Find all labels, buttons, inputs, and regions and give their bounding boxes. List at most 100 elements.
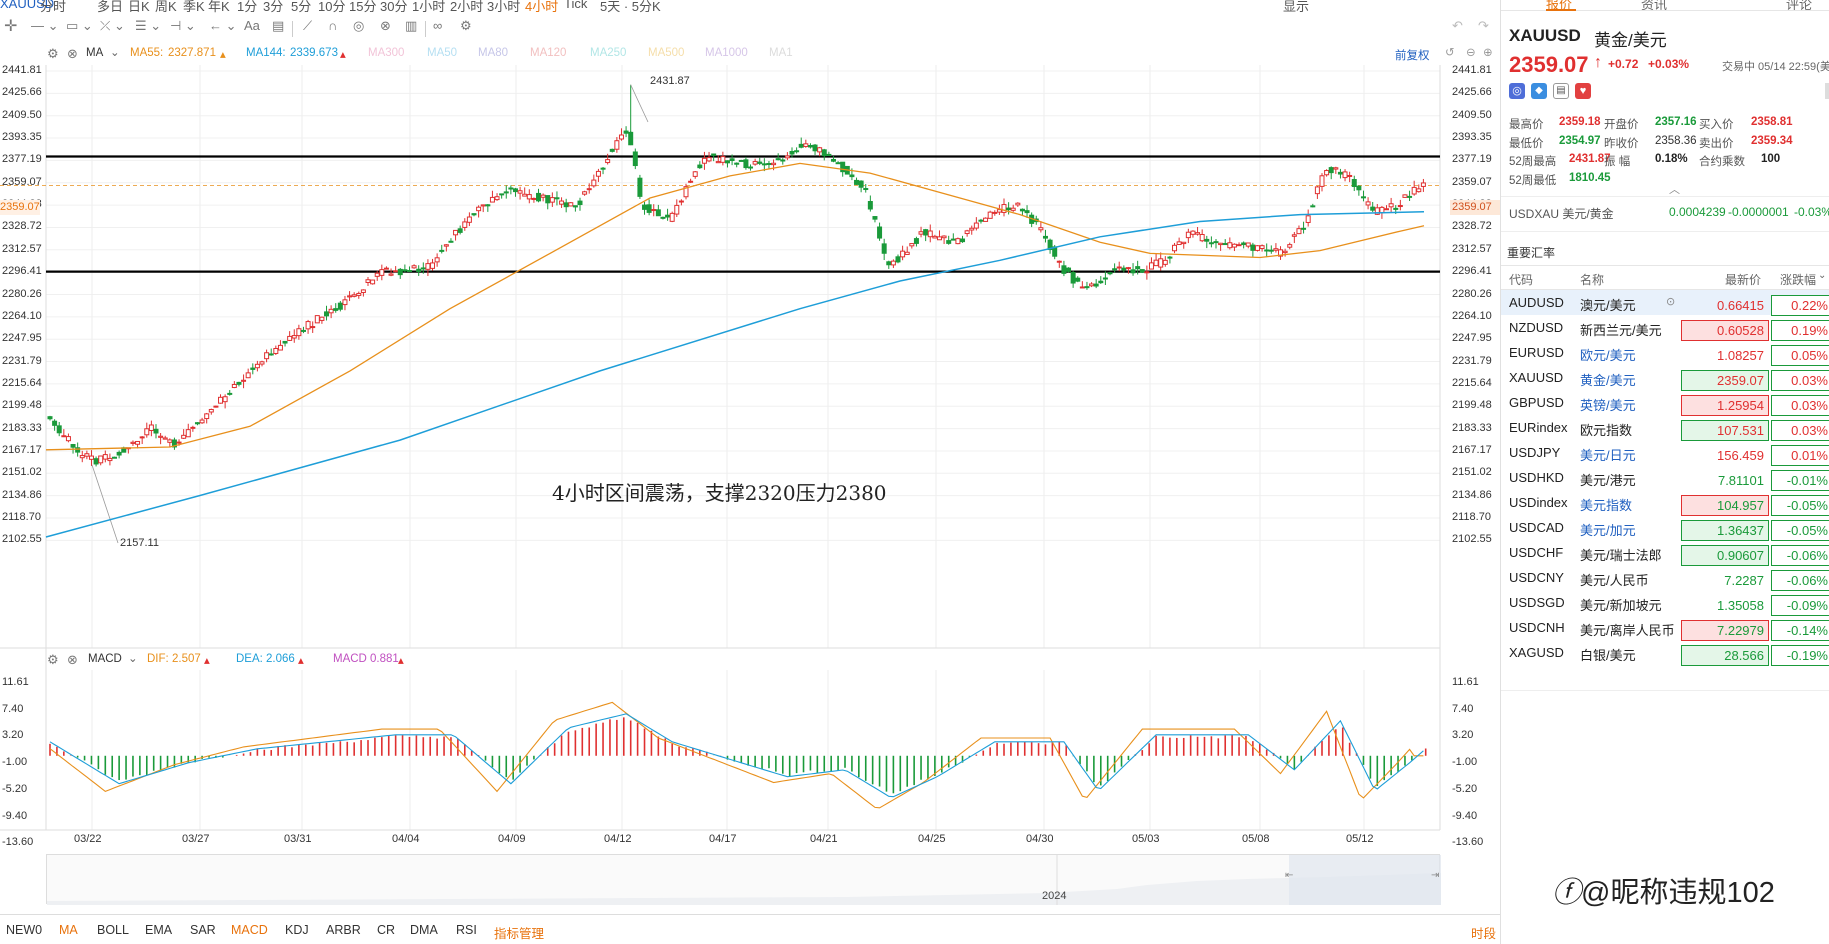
maximize-icon[interactable]: ⊕ (1483, 47, 1493, 59)
header-code[interactable]: 代码 (1509, 273, 1534, 287)
chevron-down-icon[interactable]: ⌄ (110, 47, 120, 59)
period-quarter[interactable]: 季K (183, 0, 205, 14)
target-icon[interactable]: ⊙ (1666, 296, 1676, 308)
watchlist-row[interactable]: XAGUSD 白银/美元 28.566 -0.19% (1501, 640, 1829, 666)
nav-handle-right-icon[interactable]: ⇥ (1431, 870, 1440, 881)
tab-arbr[interactable]: ARBR (326, 923, 361, 937)
period-year[interactable]: 年K (208, 0, 230, 14)
nav-handle-left-icon[interactable]: ⇤ (1285, 870, 1294, 881)
period-2h[interactable]: 2小时 (450, 0, 484, 14)
settings-gear-icon[interactable]: ⚙ (47, 652, 59, 667)
tab-sar[interactable]: SAR (190, 923, 216, 937)
time-navigator[interactable]: 2024 ⇤ ⇥ (46, 854, 1441, 905)
period-3m[interactable]: 3分 (263, 0, 284, 14)
period-15m[interactable]: 15分 (349, 0, 377, 14)
period-1m[interactable]: 1分 (237, 0, 258, 14)
globe-icon[interactable]: ◎ (1509, 83, 1525, 99)
eye-icon[interactable]: ◎ (353, 18, 365, 33)
watchlist-row[interactable]: NZDUSD 新西兰元/美元 0.60528 0.19% (1501, 315, 1829, 341)
collapse-up-icon[interactable]: ︿ (1669, 184, 1680, 196)
tab-comments[interactable]: 评论 (1786, 0, 1813, 12)
indicator-manage-button[interactable]: 指标管理 (494, 927, 545, 941)
watchlist-row[interactable]: USDCNY 美元/人民币 7.2287 -0.06% (1501, 565, 1829, 591)
header-name[interactable]: 名称 (1580, 273, 1605, 287)
analysis-note[interactable]: 4小时区间震荡，支撑2320压力2380 (552, 481, 887, 505)
crosshair-icon[interactable]: ✛ (4, 18, 18, 35)
close-circle-icon[interactable]: ⊗ (67, 652, 78, 667)
measure-icon[interactable]: ⊣ ⌄ (170, 18, 196, 33)
tab-ma[interactable]: MA (59, 923, 78, 937)
tab-cr[interactable]: CR (377, 923, 396, 937)
header-change[interactable]: 涨跌幅 (1780, 273, 1817, 287)
watchlist-row[interactable]: USDCAD 美元/加元 1.36437 -0.05% (1501, 515, 1829, 541)
comment-icon[interactable]: ▤ (272, 18, 285, 33)
period-week[interactable]: 周K (155, 0, 177, 14)
reset-icon[interactable]: ↺ (1445, 47, 1455, 59)
minimize-icon[interactable]: ⊖ (1466, 47, 1476, 59)
watchlist-row[interactable]: USDCHF 美元/瑞士法郎 0.90607 -0.06% (1501, 540, 1829, 566)
watchlist-row[interactable]: USDindex 美元指数 104.957 -0.05% (1501, 490, 1829, 516)
note-icon[interactable]: ▤ (1553, 83, 1569, 99)
watchlist-row[interactable]: EURindex 欧元指数 107.531 0.03% (1501, 415, 1829, 441)
period-5day[interactable]: 5天 · 5分K (600, 0, 661, 14)
fib-icon[interactable]: ⤫ ⌄ (100, 18, 125, 33)
watchlist-row[interactable]: USDJPY 美元/日元 156.459 0.01% (1501, 440, 1829, 466)
scroll-handle-icon[interactable] (1825, 83, 1829, 99)
pen-icon[interactable]: ⟋ (303, 18, 313, 33)
watchlist-row[interactable]: EURUSD 欧元/美元 1.08257 0.05% (1501, 340, 1829, 366)
period-5m[interactable]: 5分 (291, 0, 312, 14)
sort-icon[interactable]: ⌄ (1818, 270, 1827, 281)
symbol-tab[interactable]: XAUUSD (0, 0, 55, 11)
period-4h[interactable]: 4小时 (525, 0, 559, 14)
period-10m[interactable]: 10分 (318, 0, 346, 14)
tab-dma[interactable]: DMA (410, 923, 438, 937)
watchlist-row[interactable]: USDSGD 美元/新加坡元 1.35058 -0.09% (1501, 590, 1829, 616)
period-multiday[interactable]: 多日 (97, 0, 124, 14)
arrow-icon[interactable]: ← ⌄ (209, 18, 237, 33)
period-3h[interactable]: 3小时 (487, 0, 521, 14)
chevron-down-icon[interactable]: ⌄ (128, 653, 138, 665)
trash-icon[interactable]: ▥ (405, 18, 418, 33)
macd-label[interactable]: MACD (88, 653, 122, 665)
lock-icon[interactable]: ⊗ (380, 18, 391, 33)
watchlist-row[interactable]: XAUUSD 黄金/美元 2359.07 0.03% (1501, 365, 1829, 391)
tab-quote[interactable]: 报价 (1546, 0, 1573, 12)
period-30m[interactable]: 30分 (380, 0, 408, 14)
gear-icon[interactable]: ⚙ (460, 18, 472, 33)
tab-rsi[interactable]: RSI (456, 923, 477, 937)
magnet-icon[interactable]: ∩ (328, 18, 338, 33)
watchlist-row[interactable]: AUDUSD 澳元/美元 ⊙ 0.66415 0.22% (1501, 290, 1829, 316)
chart-area[interactable]: ⚙ ⊗ MA ⌄ MA55: 2327.871 ▴ MA144: 2339.67… (0, 40, 1500, 910)
tab-boll[interactable]: BOLL (97, 923, 129, 937)
period-day[interactable]: 日K (128, 0, 150, 14)
session-button[interactable]: 时段 (1471, 927, 1497, 941)
watchlist-row[interactable]: USDCNH 美元/离岸人民币 7.22979 -0.14% (1501, 615, 1829, 641)
tag-icon[interactable]: ◆ (1531, 83, 1547, 99)
ma-label[interactable]: MA (86, 47, 104, 59)
tab-kdj[interactable]: KDJ (285, 923, 309, 937)
period-fenshi[interactable]: 分时 (40, 0, 67, 14)
line-icon[interactable]: — ⌄ (31, 18, 59, 33)
period-1h[interactable]: 1小时 (412, 0, 446, 14)
adjust-button[interactable]: 前复权 (1395, 50, 1430, 62)
channel-icon[interactable]: ☰ ⌄ (135, 18, 162, 33)
rect-icon[interactable]: ▭ ⌄ (66, 18, 93, 33)
text-icon[interactable]: Aa (244, 18, 260, 33)
period-tick[interactable]: Tick (564, 0, 588, 11)
link-icon[interactable]: ∞ (433, 18, 443, 33)
tab-ema[interactable]: EMA (145, 923, 173, 937)
favorite-heart-icon[interactable]: ♥ (1575, 83, 1591, 99)
watchlist-row[interactable]: USDHKD 美元/港元 7.81101 -0.01% (1501, 465, 1829, 491)
undo-icon[interactable]: ↶ (1452, 18, 1463, 33)
close-circle-icon[interactable]: ⊗ (67, 46, 78, 61)
tab-new0[interactable]: NEW0 (6, 923, 43, 937)
watchlist-row[interactable]: GBPUSD 英镑/美元 1.25954 0.03% (1501, 390, 1829, 416)
settings-gear-icon[interactable]: ⚙ (47, 46, 59, 61)
kline-svg[interactable] (0, 40, 1500, 910)
redo-icon[interactable]: ↷ (1478, 18, 1489, 33)
tab-news[interactable]: 资讯 (1641, 0, 1668, 12)
tab-macd[interactable]: MACD (231, 923, 268, 937)
header-price[interactable]: 最新价 (1725, 273, 1762, 287)
display-menu[interactable]: 显示 (1283, 0, 1310, 14)
usdxau-label[interactable]: USDXAU 美元/黄金 (1509, 207, 1614, 221)
